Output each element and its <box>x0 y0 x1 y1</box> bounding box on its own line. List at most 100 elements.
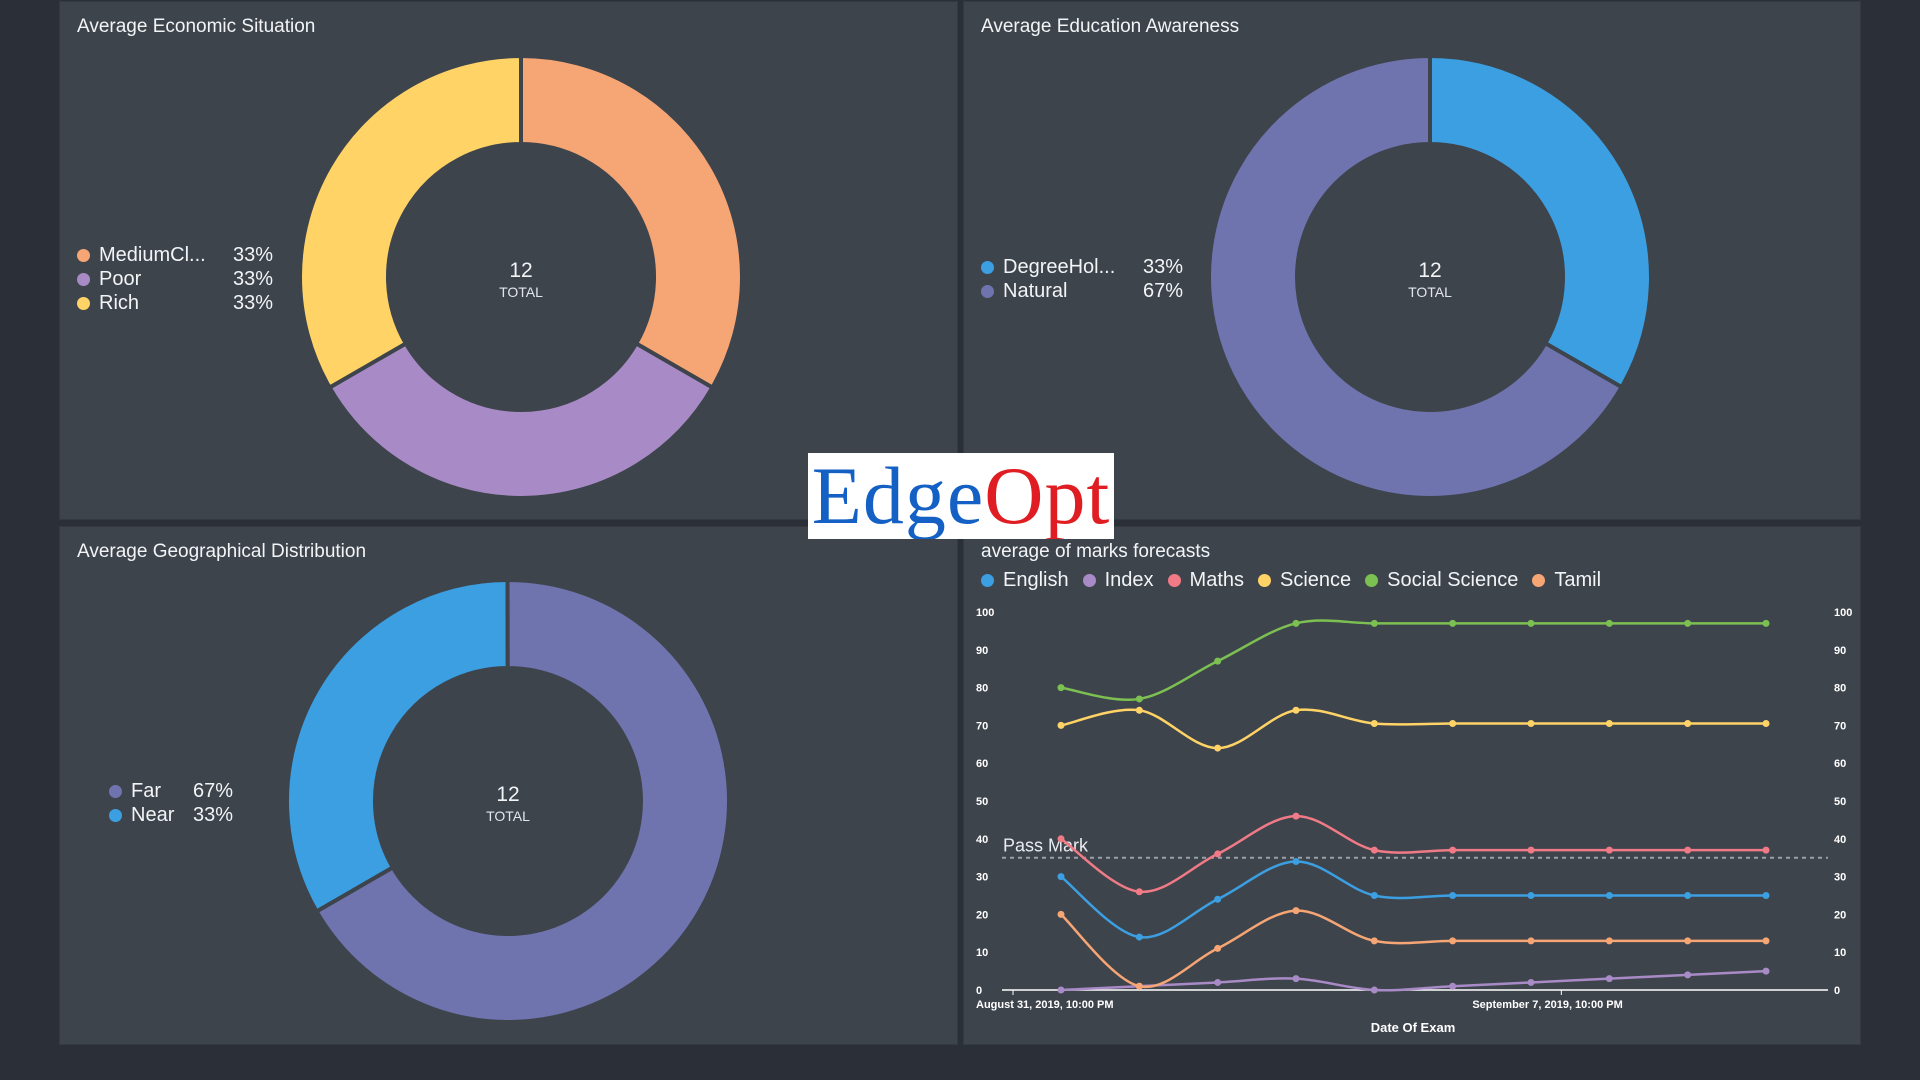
data-point-index[interactable] <box>1214 978 1222 986</box>
legend-dot <box>981 574 994 587</box>
data-point-index[interactable] <box>1057 986 1065 994</box>
data-point-maths[interactable] <box>1292 812 1300 820</box>
legend-item-maths[interactable]: Maths <box>1167 569 1244 592</box>
data-point-english[interactable] <box>1605 892 1613 899</box>
data-point-maths[interactable] <box>1370 846 1378 854</box>
data-point-tamil[interactable] <box>1684 937 1692 945</box>
data-point-english[interactable] <box>1449 892 1457 899</box>
data-point-index[interactable] <box>1449 982 1457 990</box>
data-point-science[interactable] <box>1449 720 1457 728</box>
legend-item-poor[interactable]: Poor 33% <box>77 267 273 291</box>
data-point-science[interactable] <box>1684 720 1692 728</box>
legend-item-near[interactable]: Near 33% <box>109 803 233 827</box>
data-point-maths[interactable] <box>1135 888 1143 896</box>
donut-chart-education[interactable]: 12 TOTAL <box>964 2 1862 521</box>
data-point-science[interactable] <box>1762 720 1770 728</box>
data-point-maths[interactable] <box>1527 846 1535 854</box>
data-point-index[interactable] <box>1762 967 1770 975</box>
series-line-social-science[interactable] <box>1060 619 1766 701</box>
data-point-social-science[interactable] <box>1762 619 1770 627</box>
data-point-english[interactable] <box>1370 892 1378 899</box>
data-point-index[interactable] <box>1370 986 1378 994</box>
data-point-science[interactable] <box>1527 720 1535 728</box>
data-point-english[interactable] <box>1527 892 1535 899</box>
y-tick-label-right: 60 <box>1834 758 1846 770</box>
data-point-social-science[interactable] <box>1684 619 1692 627</box>
line-chart-marks[interactable]: 0 0 10 10 20 20 30 30 40 40 50 50 60 60 70 70 80 80 90 90 10… <box>964 527 1862 1046</box>
data-point-maths[interactable] <box>1684 846 1692 854</box>
data-point-social-science[interactable] <box>1527 619 1535 627</box>
y-tick-label-left: 90 <box>976 645 988 657</box>
data-point-science[interactable] <box>1057 721 1065 729</box>
legend-item-social-science[interactable]: Social Science <box>1365 569 1518 592</box>
donut-chart-geographical[interactable]: 12 TOTAL <box>60 527 959 1046</box>
legend-dot <box>1167 574 1181 587</box>
donut-chart-economic[interactable]: 12 TOTAL <box>60 2 959 521</box>
legend-item-natural[interactable]: Natural 67% <box>981 279 1183 303</box>
data-point-english[interactable] <box>1135 933 1143 941</box>
data-point-english[interactable] <box>1057 873 1065 881</box>
data-point-maths[interactable] <box>1214 850 1222 858</box>
data-point-index[interactable] <box>1527 978 1535 986</box>
series-legend: English Index Maths Science Social Science Ta… <box>981 569 1615 592</box>
legend-item-degree-holder[interactable]: DegreeHol... 33% <box>981 255 1183 279</box>
legend-item-rich[interactable]: Rich 33% <box>77 291 273 315</box>
legend-item-tamil[interactable]: Tamil <box>1532 569 1601 592</box>
data-point-maths[interactable] <box>1057 835 1065 843</box>
data-point-science[interactable] <box>1605 720 1613 728</box>
data-point-tamil[interactable] <box>1135 982 1143 990</box>
data-point-index[interactable] <box>1605 975 1613 983</box>
data-point-social-science[interactable] <box>1292 619 1300 627</box>
data-point-tamil[interactable] <box>1449 937 1457 945</box>
legend-item-far[interactable]: Far 67% <box>109 779 233 803</box>
data-point-english[interactable] <box>1684 892 1692 899</box>
series-line-maths[interactable] <box>1060 814 1766 893</box>
donut-slice-mediumcl[interactable] <box>519 53 744 391</box>
panel-economic-situation: Average Economic Situation MediumCl... 3… <box>59 1 958 520</box>
data-point-tamil[interactable] <box>1057 910 1065 918</box>
data-point-science[interactable] <box>1370 720 1378 728</box>
legend-item-medium-class[interactable]: MediumCl... 33% <box>77 243 273 267</box>
data-point-maths[interactable] <box>1762 846 1770 854</box>
legend-percent: 33% <box>233 243 274 266</box>
donut-slice-near[interactable] <box>285 577 510 915</box>
data-point-maths[interactable] <box>1605 846 1613 854</box>
data-point-english[interactable] <box>1292 857 1300 865</box>
data-point-science[interactable] <box>1292 706 1300 714</box>
series-line-tamil[interactable] <box>1060 909 1766 989</box>
panel-education-awareness: Average Education Awareness DegreeHol...… <box>963 1 1861 520</box>
data-point-social-science[interactable] <box>1370 619 1378 627</box>
data-point-social-science[interactable] <box>1135 695 1143 703</box>
donut-slice-degreehol[interactable] <box>1428 53 1653 390</box>
donut-slice-natural[interactable] <box>1207 53 1625 500</box>
data-point-tamil[interactable] <box>1214 944 1222 952</box>
legend-item-index[interactable]: Index <box>1082 569 1154 592</box>
data-point-tamil[interactable] <box>1605 937 1613 945</box>
data-point-science[interactable] <box>1135 706 1143 714</box>
legend-item-english[interactable]: English <box>981 569 1069 592</box>
series-line-english[interactable] <box>1060 860 1766 939</box>
data-point-tamil[interactable] <box>1292 907 1300 915</box>
legend-percent: 67% <box>1143 279 1184 302</box>
data-point-social-science[interactable] <box>1057 684 1065 692</box>
series-line-science[interactable] <box>1060 708 1766 750</box>
data-point-science[interactable] <box>1214 744 1222 752</box>
data-point-english[interactable] <box>1214 895 1222 903</box>
x-tick-label: September 7, 2019, 10:00 PM <box>1472 999 1622 1011</box>
data-point-tamil[interactable] <box>1527 937 1535 945</box>
donut-slice-poor[interactable] <box>326 340 716 500</box>
legend-label: DegreeHol... <box>1003 255 1116 278</box>
donut-slice-far[interactable] <box>313 578 731 1024</box>
data-point-tamil[interactable] <box>1762 937 1770 945</box>
data-point-social-science[interactable] <box>1449 619 1457 627</box>
data-point-social-science[interactable] <box>1605 619 1613 627</box>
donut-slice-rich[interactable] <box>298 53 523 391</box>
series-line-index[interactable] <box>1060 969 1767 992</box>
data-point-index[interactable] <box>1684 971 1692 979</box>
legend-item-science[interactable]: Science <box>1258 569 1351 592</box>
data-point-maths[interactable] <box>1449 846 1457 854</box>
data-point-tamil[interactable] <box>1370 937 1378 945</box>
data-point-english[interactable] <box>1762 892 1770 899</box>
data-point-social-science[interactable] <box>1214 657 1222 665</box>
data-point-index[interactable] <box>1292 975 1300 983</box>
